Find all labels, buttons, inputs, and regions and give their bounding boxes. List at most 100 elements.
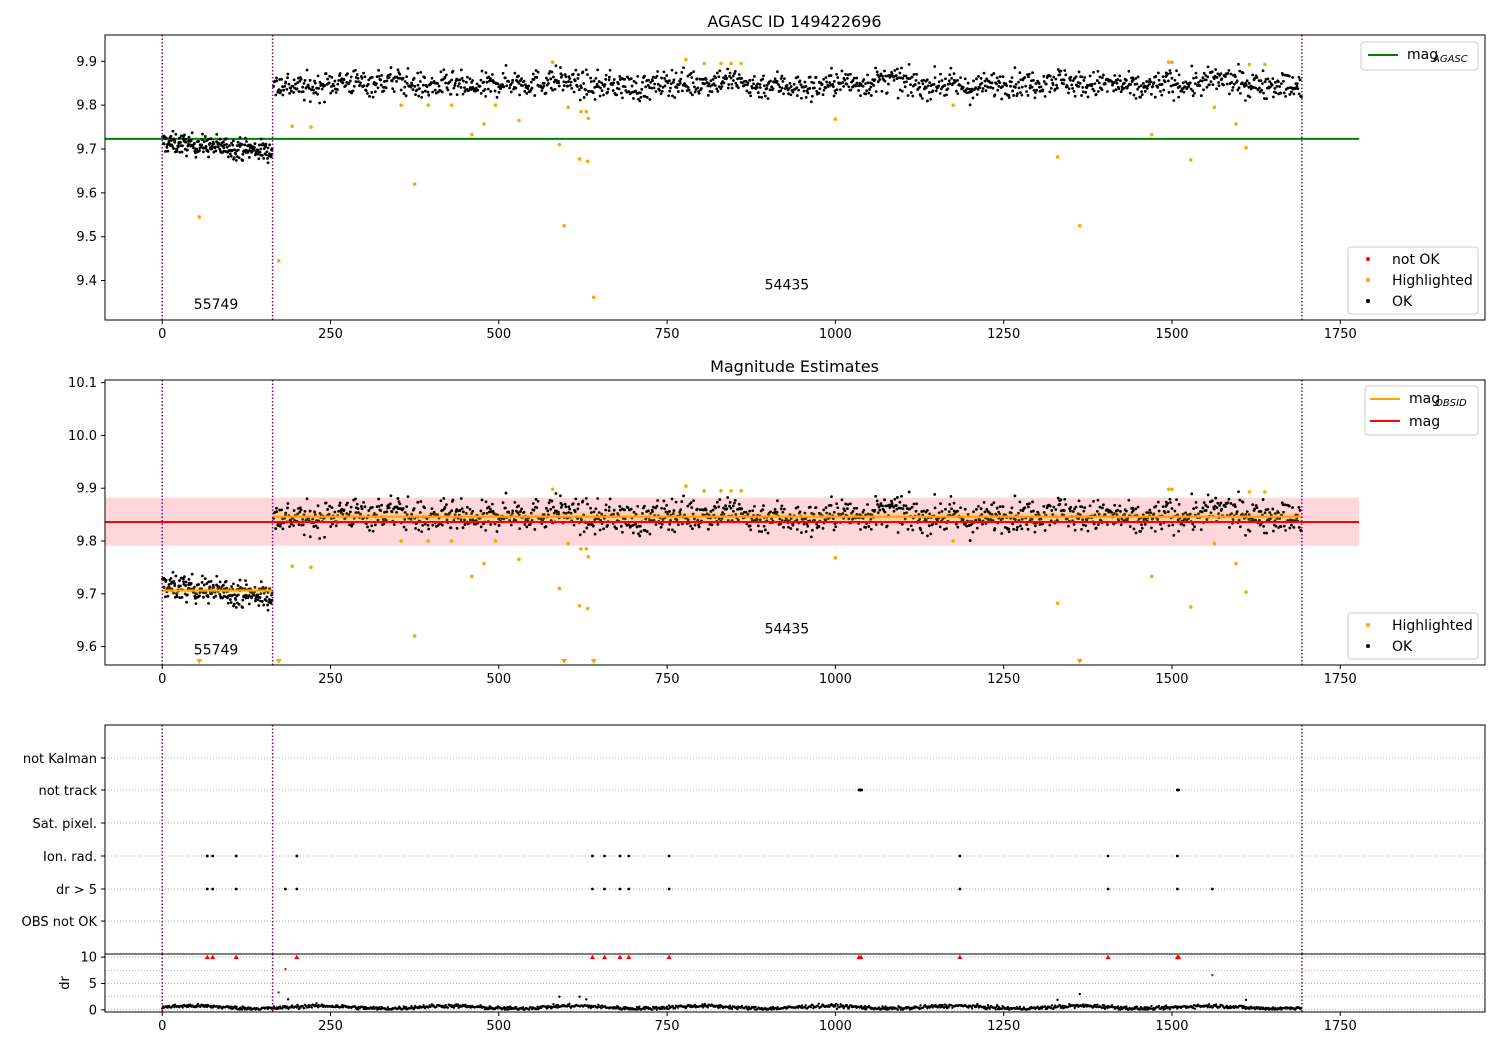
ok-point bbox=[330, 506, 334, 509]
ok-point bbox=[257, 604, 261, 607]
ok-point bbox=[522, 510, 526, 514]
ok-point bbox=[443, 75, 447, 79]
ok-point bbox=[1018, 500, 1022, 504]
ok-point bbox=[254, 599, 257, 603]
ok-point bbox=[174, 574, 178, 578]
ok-point bbox=[582, 82, 586, 85]
highlighted-point bbox=[1244, 590, 1248, 594]
ok-point bbox=[926, 99, 929, 103]
ok-point bbox=[1143, 522, 1147, 526]
ok-point bbox=[724, 504, 728, 508]
ok-point bbox=[244, 136, 247, 140]
ok-point bbox=[236, 140, 240, 144]
highlighted-point bbox=[579, 547, 583, 551]
ok-point bbox=[1067, 87, 1071, 91]
ok-point bbox=[594, 76, 598, 80]
ok-point bbox=[914, 509, 918, 513]
ok-point bbox=[1202, 88, 1205, 92]
ok-point bbox=[604, 503, 608, 507]
ok-point bbox=[756, 91, 760, 94]
ok-point bbox=[550, 70, 554, 74]
ok-point bbox=[1136, 505, 1140, 509]
dr-point bbox=[896, 1008, 899, 1011]
ok-point bbox=[1229, 72, 1233, 76]
ok-point bbox=[1269, 517, 1272, 521]
ok-point bbox=[612, 81, 616, 85]
ok-point bbox=[607, 78, 611, 82]
ok-point bbox=[417, 528, 421, 532]
ok-point bbox=[1213, 74, 1217, 78]
ok-point bbox=[612, 78, 616, 81]
ok-point bbox=[1204, 74, 1208, 77]
ok-point bbox=[569, 83, 572, 87]
ok-point bbox=[228, 152, 232, 156]
ok-point bbox=[777, 83, 780, 86]
ok-point bbox=[204, 144, 208, 148]
dr-point bbox=[919, 1004, 922, 1007]
ok-point bbox=[670, 497, 674, 501]
ok-point bbox=[750, 86, 754, 90]
ok-point bbox=[810, 528, 814, 532]
ok-point bbox=[430, 507, 434, 511]
highlighted-point bbox=[1263, 490, 1267, 494]
x-tick-label: 1000 bbox=[819, 327, 852, 342]
ok-point bbox=[918, 85, 922, 89]
ok-point bbox=[641, 80, 644, 84]
ok-point bbox=[1016, 525, 1019, 529]
ok-point bbox=[705, 512, 709, 516]
ok-point bbox=[511, 80, 514, 84]
ok-point bbox=[680, 71, 684, 74]
ok-point bbox=[731, 504, 735, 508]
dr-point bbox=[189, 1003, 192, 1006]
ok-point bbox=[1127, 69, 1131, 73]
ok-point bbox=[202, 583, 206, 587]
ok-point bbox=[262, 591, 266, 595]
ok-point bbox=[1015, 528, 1019, 532]
ok-point bbox=[318, 511, 322, 515]
ok-point bbox=[431, 523, 435, 527]
ok-point bbox=[911, 94, 915, 98]
flag-point bbox=[590, 887, 594, 891]
ok-point bbox=[1141, 81, 1145, 85]
ok-point bbox=[268, 598, 271, 601]
ok-point bbox=[416, 71, 420, 75]
ok-point bbox=[1013, 85, 1017, 89]
ok-point bbox=[1147, 511, 1151, 515]
ok-point bbox=[659, 92, 663, 96]
ok-point bbox=[1100, 76, 1104, 80]
ok-point bbox=[760, 96, 764, 99]
ok-point bbox=[178, 136, 181, 140]
ok-point bbox=[857, 89, 860, 92]
ok-point bbox=[1085, 518, 1089, 522]
ok-point bbox=[232, 602, 236, 606]
ok-point bbox=[313, 513, 317, 516]
ok-point bbox=[809, 100, 813, 104]
ok-point bbox=[867, 525, 871, 528]
ok-point bbox=[1182, 523, 1186, 527]
ok-point bbox=[762, 524, 766, 528]
ok-point bbox=[233, 593, 236, 597]
ok-point bbox=[905, 511, 908, 515]
ok-point bbox=[245, 140, 248, 143]
ok-point bbox=[201, 574, 204, 578]
flag-point bbox=[1106, 854, 1110, 858]
ok-point bbox=[433, 88, 437, 92]
ok-point bbox=[250, 596, 253, 600]
ok-point bbox=[644, 85, 648, 89]
ok-point bbox=[203, 577, 207, 581]
ok-point bbox=[806, 524, 810, 528]
ok-point bbox=[874, 494, 878, 498]
ok-point bbox=[1112, 512, 1116, 515]
ok-point bbox=[763, 528, 767, 532]
highlighted-point bbox=[1170, 487, 1174, 492]
ok-point bbox=[190, 131, 194, 135]
ok-point bbox=[1231, 85, 1235, 89]
ok-point bbox=[184, 140, 188, 144]
legend-marker-0 bbox=[1366, 257, 1370, 261]
ok-point bbox=[904, 504, 908, 508]
legend-label-mag: mag bbox=[1409, 414, 1440, 430]
ok-point bbox=[257, 157, 261, 161]
ok-point bbox=[762, 84, 766, 88]
ok-point bbox=[1156, 85, 1160, 89]
ok-point bbox=[1192, 507, 1196, 510]
